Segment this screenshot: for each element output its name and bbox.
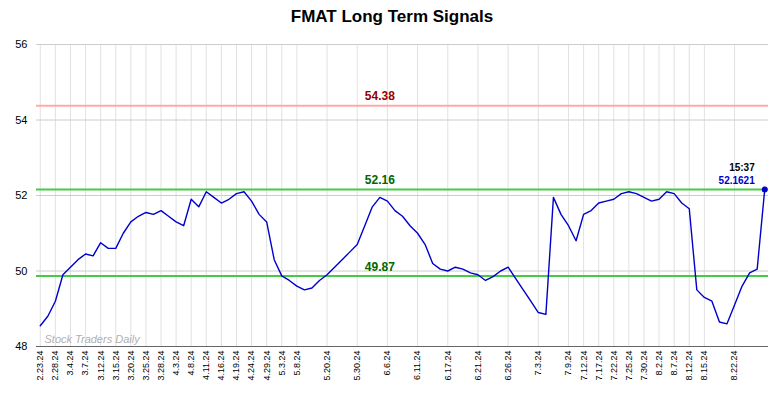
svg-text:3.25.24: 3.25.24 bbox=[141, 351, 151, 381]
svg-text:6.26.24: 6.26.24 bbox=[503, 351, 513, 381]
svg-text:4.19.24: 4.19.24 bbox=[231, 351, 241, 381]
svg-text:6.11.24: 6.11.24 bbox=[412, 351, 422, 380]
svg-text:7.12.24: 7.12.24 bbox=[578, 351, 588, 381]
svg-text:8.2.24: 8.2.24 bbox=[654, 351, 664, 376]
svg-text:5.3.24: 5.3.24 bbox=[277, 351, 287, 376]
svg-text:6.21.24: 6.21.24 bbox=[473, 351, 483, 381]
svg-text:3.12.24: 3.12.24 bbox=[96, 351, 106, 381]
svg-text:7.17.24: 7.17.24 bbox=[594, 351, 604, 381]
svg-text:8.7.24: 8.7.24 bbox=[669, 351, 679, 376]
svg-text:4.16.24: 4.16.24 bbox=[216, 351, 226, 381]
svg-text:52: 52 bbox=[15, 189, 27, 201]
svg-text:7.22.24: 7.22.24 bbox=[609, 351, 619, 381]
svg-text:4.24.24: 4.24.24 bbox=[246, 351, 256, 381]
html-text:FMAT Long Term Signals: FMAT Long Term Signals bbox=[290, 7, 494, 26]
svg-text:2.23.24: 2.23.24 bbox=[35, 351, 45, 381]
svg-text:4.11.24: 4.11.24 bbox=[201, 351, 211, 380]
svg-text:3.20.24: 3.20.24 bbox=[126, 351, 136, 381]
svg-text:7.30.24: 7.30.24 bbox=[639, 351, 649, 381]
svg-text:Stock Traders Daily: Stock Traders Daily bbox=[45, 333, 142, 345]
svg-text:5.20.24: 5.20.24 bbox=[322, 351, 332, 381]
svg-text:7.9.24: 7.9.24 bbox=[563, 351, 573, 376]
svg-text:3.7.24: 3.7.24 bbox=[80, 351, 90, 376]
svg-text:7.25.24: 7.25.24 bbox=[624, 351, 634, 381]
svg-text:56: 56 bbox=[15, 38, 27, 50]
svg-text:3.15.24: 3.15.24 bbox=[111, 351, 121, 381]
svg-text:3.4.24: 3.4.24 bbox=[65, 351, 75, 376]
svg-text:49.87: 49.87 bbox=[365, 260, 395, 274]
svg-text:54.38: 54.38 bbox=[365, 89, 395, 103]
svg-text:48: 48 bbox=[15, 340, 27, 352]
svg-text:6.17.24: 6.17.24 bbox=[443, 351, 453, 381]
svg-text:4.29.24: 4.29.24 bbox=[262, 351, 272, 381]
svg-text:15:37: 15:37 bbox=[729, 162, 755, 173]
svg-text:50: 50 bbox=[15, 265, 27, 277]
svg-text:6.6.24: 6.6.24 bbox=[382, 351, 392, 376]
svg-text:8.12.24: 8.12.24 bbox=[684, 351, 694, 381]
svg-text:52.16: 52.16 bbox=[365, 173, 395, 187]
svg-text:52.1621: 52.1621 bbox=[719, 175, 756, 186]
svg-text:2.28.24: 2.28.24 bbox=[50, 351, 60, 381]
svg-text:8.15.24: 8.15.24 bbox=[699, 351, 709, 381]
svg-text:5.8.24: 5.8.24 bbox=[292, 351, 302, 376]
svg-text:7.3.24: 7.3.24 bbox=[533, 351, 543, 376]
svg-text:8.22.24: 8.22.24 bbox=[729, 351, 739, 381]
svg-text:54: 54 bbox=[15, 114, 27, 126]
svg-text:5.30.24: 5.30.24 bbox=[352, 351, 362, 381]
svg-text:4.3.24: 4.3.24 bbox=[171, 351, 181, 376]
svg-text:4.8.24: 4.8.24 bbox=[186, 351, 196, 376]
svg-text:3.28.24: 3.28.24 bbox=[156, 351, 166, 381]
